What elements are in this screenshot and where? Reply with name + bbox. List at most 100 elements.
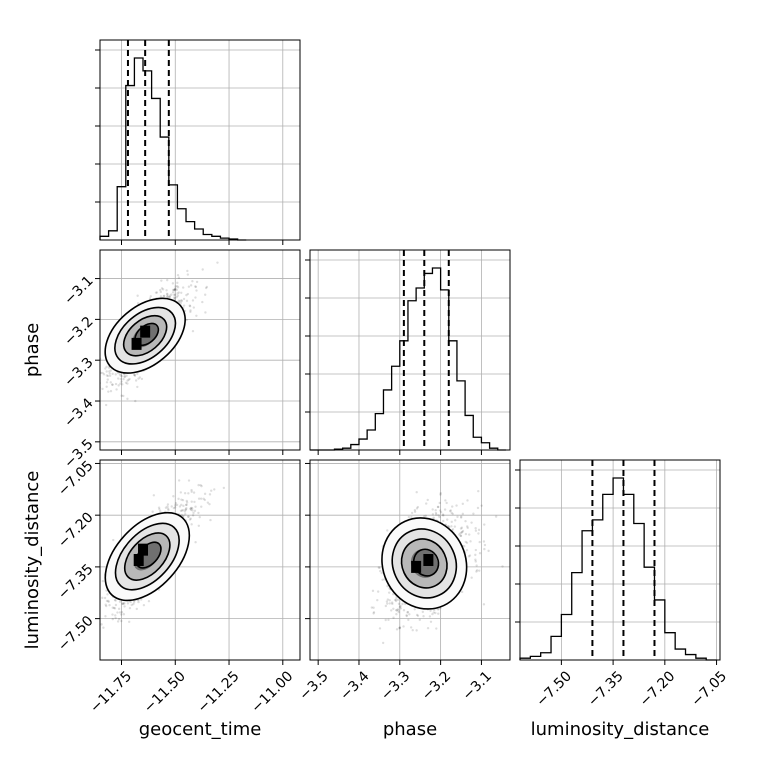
sample-point xyxy=(168,294,172,297)
sample-point xyxy=(125,374,128,377)
sample-point xyxy=(189,310,192,314)
sample-point xyxy=(126,602,130,605)
sample-point xyxy=(136,385,139,389)
y-tick-label: −3.2 xyxy=(61,314,96,349)
sample-point xyxy=(443,508,447,511)
sample-point xyxy=(409,626,413,629)
sample-point xyxy=(92,373,94,375)
sample-point xyxy=(446,518,449,521)
sample-point xyxy=(474,553,477,557)
sample-point xyxy=(449,509,452,512)
sample-point xyxy=(180,299,183,302)
sample-point xyxy=(203,498,207,502)
sample-point xyxy=(185,506,188,510)
sample-point xyxy=(411,629,414,632)
sample-point xyxy=(480,504,483,507)
sample-point xyxy=(195,314,198,317)
sample-point xyxy=(459,531,462,535)
sample-point xyxy=(119,374,122,377)
sample-point xyxy=(120,619,123,623)
sample-point xyxy=(190,500,193,503)
sample-point xyxy=(461,530,464,534)
pair-geocent_time-luminosity_distance-frame xyxy=(99,459,301,661)
sample-point xyxy=(127,378,130,381)
sample-point xyxy=(89,641,91,643)
sample-point xyxy=(399,607,403,610)
sample-point xyxy=(111,383,114,386)
y-axis-label-phase: phase xyxy=(22,323,43,377)
sample-point xyxy=(477,528,481,532)
sample-point xyxy=(431,612,434,616)
sample-point xyxy=(166,293,169,296)
sample-point xyxy=(191,507,194,510)
sample-point xyxy=(461,502,464,506)
sample-point xyxy=(191,299,195,302)
histogram-geocent_time-frame xyxy=(99,39,301,241)
sample-point xyxy=(204,311,207,314)
sample-point xyxy=(397,610,400,614)
sample-point xyxy=(185,503,188,507)
sample-point xyxy=(179,301,183,305)
x-tick-label: −11.25 xyxy=(195,668,243,716)
sample-point xyxy=(104,604,108,608)
sample-point xyxy=(415,507,419,510)
sample-point xyxy=(139,598,143,601)
sample-point xyxy=(124,381,128,384)
contour-line-3 xyxy=(134,322,160,347)
sample-point xyxy=(483,547,486,551)
x-tick-label: −11.50 xyxy=(141,668,189,716)
sample-point xyxy=(470,521,473,524)
sample-point xyxy=(182,504,185,508)
sample-point xyxy=(126,382,129,385)
sample-point xyxy=(148,297,152,300)
sample-point xyxy=(459,516,463,519)
y-tick-label: −3.4 xyxy=(61,395,96,430)
sample-point xyxy=(120,611,124,614)
contour-line-0 xyxy=(104,297,186,374)
x-tick-label: −3.2 xyxy=(419,668,454,703)
sample-point xyxy=(108,374,112,377)
sample-point xyxy=(199,483,202,487)
sample-point xyxy=(198,515,201,519)
sample-point xyxy=(208,493,212,496)
sample-point xyxy=(398,627,401,630)
sample-point xyxy=(129,600,132,604)
sample-point xyxy=(189,284,193,287)
density-peak-cell xyxy=(140,325,151,338)
sample-point xyxy=(122,394,125,398)
sample-point xyxy=(425,502,428,505)
contour-line-2 xyxy=(122,314,168,357)
sample-point xyxy=(450,520,453,524)
sample-point xyxy=(184,508,187,511)
sample-point xyxy=(117,384,120,387)
sample-point xyxy=(159,288,162,292)
sample-point xyxy=(190,506,193,510)
sample-point xyxy=(384,604,388,608)
density-peak-cell xyxy=(138,543,149,556)
sample-point xyxy=(206,501,210,504)
sample-point xyxy=(123,605,126,608)
sample-point xyxy=(166,295,169,298)
sample-point xyxy=(142,603,146,607)
sample-point xyxy=(372,612,375,615)
sample-point xyxy=(101,371,104,375)
sample-point xyxy=(111,383,114,386)
sample-point xyxy=(461,529,465,533)
sample-point xyxy=(199,497,203,500)
sample-point xyxy=(101,579,105,583)
contour-line-2 xyxy=(400,538,448,589)
sample-point xyxy=(482,603,486,606)
sample-point xyxy=(183,510,187,513)
sample-point xyxy=(406,610,410,614)
sample-point xyxy=(415,629,418,632)
sample-point xyxy=(386,529,389,532)
sample-point xyxy=(416,505,420,509)
sample-point xyxy=(466,526,469,530)
sample-point xyxy=(184,508,188,511)
sample-point xyxy=(136,294,139,297)
sample-point xyxy=(104,603,107,606)
sample-point xyxy=(119,377,123,381)
sample-point xyxy=(398,626,402,629)
sample-point xyxy=(451,512,454,516)
